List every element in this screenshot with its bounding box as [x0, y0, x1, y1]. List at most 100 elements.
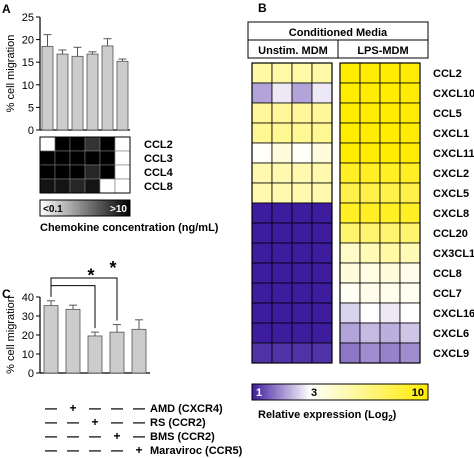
heatmap-cell — [379, 62, 401, 84]
heatmap-cell — [379, 262, 401, 284]
heatmap-cell — [291, 202, 313, 224]
treatment-sign: — — [45, 401, 57, 415]
heatmap-cell — [291, 122, 313, 144]
heatmap-cell — [69, 164, 86, 180]
heatmap-cell — [99, 136, 116, 152]
heatmap-cell — [251, 122, 273, 144]
heatmap-cell — [399, 142, 421, 164]
y-tick-label: 10 — [22, 349, 34, 361]
heatmap-cell — [291, 82, 313, 104]
y-tick-label: 40 — [22, 292, 34, 304]
heatmap-cell — [379, 222, 401, 244]
treatment-sign: — — [67, 415, 79, 429]
heatmap-cell — [359, 222, 381, 244]
heatmap-cell — [271, 242, 293, 264]
heatmap-cell — [291, 302, 313, 324]
treatment-label: BMS (CCR2) — [150, 431, 215, 443]
heatmap-cell — [99, 178, 116, 194]
heatmap-cell — [54, 164, 71, 180]
heatmap-cell — [379, 302, 401, 324]
heatmap-cell — [379, 182, 401, 204]
heatmap-cell — [114, 178, 131, 194]
y-tick-label: 5 — [28, 102, 34, 114]
colorbar-title-subscript: 2 — [388, 414, 393, 423]
heatmap-cell — [69, 136, 86, 152]
heatmap-row-label: CXCL10 — [433, 88, 474, 100]
colorbar-title: Relative expression (Log2) — [258, 409, 397, 423]
heatmap-cell — [54, 136, 71, 152]
heatmap-cell — [291, 342, 313, 364]
heatmap-cell — [359, 342, 381, 364]
heatmap-cell — [399, 102, 421, 124]
heatmap-cell — [339, 302, 361, 324]
group-label-lps: LPS-MDM — [357, 45, 408, 57]
heatmap-cell — [54, 150, 71, 166]
heatmap-cell — [311, 222, 333, 244]
treatment-sign: — — [45, 443, 57, 457]
heatmap-cell — [399, 342, 421, 364]
heatmap-row-label: CXCL5 — [433, 188, 469, 200]
panel-a-heatmap: CCL2 CCL3 CCL4 CCL8 <0.1 >10 Chemokine concent… — [39, 136, 219, 234]
heatmap-cell — [251, 242, 273, 264]
bar — [109, 331, 125, 374]
heatmap-cell — [379, 122, 401, 144]
heatmap-cell — [399, 222, 421, 244]
heatmap-cell — [251, 202, 273, 224]
heatmap-cell — [339, 342, 361, 364]
heatmap-cell — [271, 122, 293, 144]
colorbar-title-end: ) — [393, 409, 397, 421]
heatmap-cell — [339, 282, 361, 304]
heatmap-row-label: CXCL1 — [433, 128, 469, 140]
heatmap-cell — [291, 282, 313, 304]
bar — [71, 55, 84, 131]
heatmap-cell — [271, 82, 293, 104]
bar — [56, 53, 69, 131]
heatmap-cell — [379, 322, 401, 344]
y-tick-label: 0 — [28, 125, 34, 137]
heatmap-cell — [69, 178, 86, 194]
heatmap-cell — [271, 302, 293, 324]
group-box-lps — [337, 39, 429, 59]
heatmap-cell — [251, 102, 273, 124]
treatment-sign: + — [113, 429, 120, 443]
heatmap-cell — [291, 262, 313, 284]
heatmap-row-label: CXCL11 — [433, 148, 474, 160]
colorbar-min-label: <0.1 — [43, 204, 63, 215]
colorbar-max-label: >10 — [110, 204, 127, 215]
heatmap-cell — [379, 282, 401, 304]
heatmap-cell — [271, 202, 293, 224]
heatmap-row-label: CX3CL1 — [433, 248, 474, 260]
heatmap-cell — [311, 102, 333, 124]
heatmap-cell — [379, 162, 401, 184]
heatmap-cell — [251, 262, 273, 284]
treatment-sign: — — [89, 443, 101, 457]
heatmap-cell — [311, 322, 333, 344]
heatmap-cell — [399, 162, 421, 184]
heatmap-cell — [339, 62, 361, 84]
heatmap-row-label: CXCL9 — [433, 348, 469, 360]
treatment-sign: — — [133, 429, 145, 443]
heatmap-cell — [291, 322, 313, 344]
treatment-sign: — — [111, 415, 123, 429]
heatmap-cell — [339, 162, 361, 184]
heatmap-row-label: CXCL8 — [433, 208, 469, 220]
heatmap-cell — [339, 122, 361, 144]
significance-star: * — [109, 258, 116, 278]
heatmap-cell — [379, 202, 401, 224]
heatmap-cell — [69, 150, 86, 166]
heatmap-cell — [291, 162, 313, 184]
heatmap-cell — [311, 82, 333, 104]
colorbar-title: Chemokine concentration (ng/mL) — [40, 222, 219, 234]
group-label-unstim: Unstim. MDM — [258, 45, 328, 57]
heatmap-cell — [379, 342, 401, 364]
heatmap-cell — [114, 164, 131, 180]
heatmap-cell — [311, 302, 333, 324]
heatmap-cell — [271, 142, 293, 164]
colorbar-tick-label: 10 — [412, 387, 424, 399]
colorbar — [251, 383, 429, 401]
heatmap-row-label: CCL7 — [433, 288, 462, 300]
group-border-unstim — [251, 62, 333, 364]
heatmap-cell — [339, 202, 361, 224]
y-axis-title: % cell migration — [5, 35, 17, 113]
heatmap-row-label: CCL8 — [144, 181, 173, 193]
